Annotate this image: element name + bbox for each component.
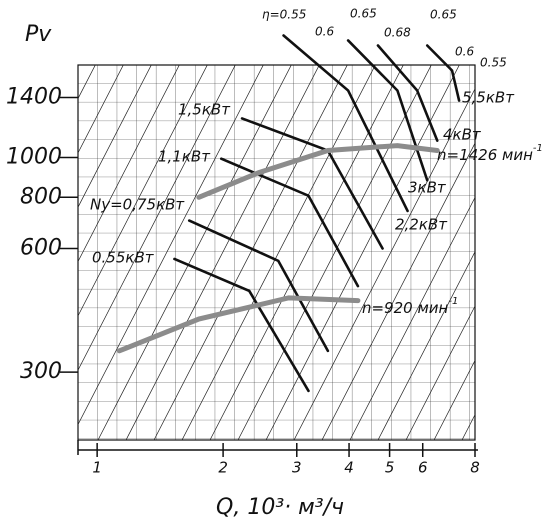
y-tick-label: 1400 xyxy=(6,85,62,110)
x-tick-label: 6 xyxy=(418,459,428,477)
system-line xyxy=(78,65,124,154)
x-tick-label: 2 xyxy=(218,459,228,477)
system-line xyxy=(377,251,475,440)
series-label: n=1426 мин-1 xyxy=(437,143,543,164)
system-line xyxy=(0,52,18,440)
power-label: 1,1кВт xyxy=(158,148,211,166)
efficiency-label: 0.6 xyxy=(315,25,334,39)
system-lines xyxy=(0,52,550,440)
y-axis-label: Pv xyxy=(25,22,52,47)
system-line xyxy=(97,65,292,440)
power-label: 3кВт xyxy=(408,179,447,197)
system-line xyxy=(78,65,236,371)
system-line xyxy=(78,65,264,426)
x-axis-label: Q, 10³· м³/ч xyxy=(216,495,344,520)
y-tick-label: 300 xyxy=(20,359,62,384)
efficiency-label: η=0.55 xyxy=(262,8,306,22)
system-line xyxy=(321,142,475,440)
system-line xyxy=(78,65,180,263)
system-line xyxy=(349,196,475,440)
x-tick-label: 1 xyxy=(92,459,102,477)
speed-curve xyxy=(196,143,440,200)
series-label-sup: -1 xyxy=(533,143,543,154)
x-tick-label: 3 xyxy=(292,459,302,477)
power-label: 5,5кВт xyxy=(462,89,515,107)
system-line xyxy=(78,65,208,317)
system-line xyxy=(181,65,376,440)
y-tick-label: 800 xyxy=(20,184,62,209)
y-tick-label: 1000 xyxy=(6,144,62,169)
y-tick-label: 600 xyxy=(20,236,62,261)
efficiency-label: 0.68 xyxy=(384,26,411,40)
power-label: 0.55кВт xyxy=(92,249,155,267)
power-label: 1,5кВт xyxy=(178,101,231,119)
system-line xyxy=(490,52,550,440)
system-line xyxy=(433,359,475,440)
speed-curve xyxy=(116,295,361,354)
power-label: 2,2кВт xyxy=(395,216,448,234)
system-line xyxy=(125,65,320,440)
power-curve xyxy=(187,219,330,353)
x-tick-label: 5 xyxy=(385,459,395,477)
system-line xyxy=(405,305,475,440)
series-label: n=920 мин-1 xyxy=(362,296,458,317)
power-label: Ny=0,75кВт xyxy=(90,196,185,214)
series-label-text: n=920 мин xyxy=(362,299,449,317)
efficiency-label: 0.65 xyxy=(350,7,377,21)
efficiency-label: 0.6 xyxy=(455,45,474,59)
efficiency-label: 0.65 xyxy=(430,8,457,22)
power-curve xyxy=(219,157,360,288)
series-label-sup: -1 xyxy=(448,296,458,307)
power-label: 4кВт xyxy=(443,126,482,144)
power-curve xyxy=(282,34,409,213)
power-curve xyxy=(173,257,310,393)
x-tick-label: 8 xyxy=(470,459,480,477)
series-label-text: n=1426 мин xyxy=(437,146,533,164)
system-line xyxy=(78,65,152,208)
power-curve xyxy=(376,44,439,142)
power-curve xyxy=(425,44,461,102)
x-tick-label: 4 xyxy=(344,459,354,477)
system-line xyxy=(237,65,432,440)
efficiency-label: 0.55 xyxy=(480,56,507,70)
system-line xyxy=(153,65,348,440)
system-line xyxy=(293,88,475,440)
system-line xyxy=(209,65,404,440)
